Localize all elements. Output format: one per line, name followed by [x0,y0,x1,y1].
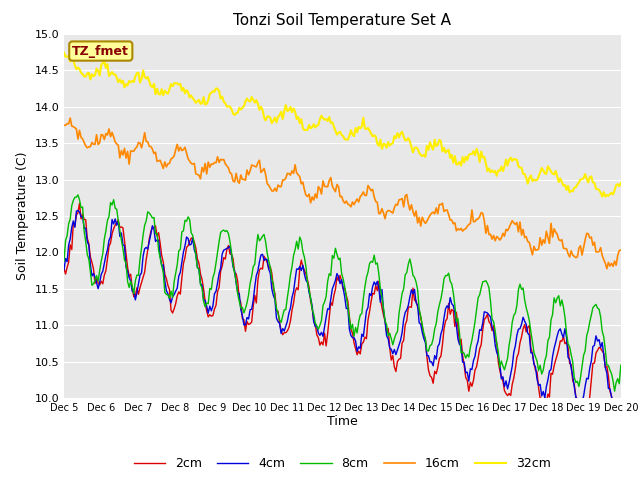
2cm [246,321,254,326]
Legend: 2cm, 4cm, 8cm, 16cm, 32cm: 2cm, 4cm, 8cm, 16cm, 32cm [129,452,556,475]
Line: 16cm: 16cm [64,118,621,269]
4cm [612,409,620,415]
32cm [244,98,252,104]
Title: Tonzi Soil Temperature Set A: Tonzi Soil Temperature Set A [234,13,451,28]
32cm [586,174,594,180]
2cm [617,423,625,429]
Line: 32cm: 32cm [64,53,621,197]
4cm [588,358,595,364]
16cm [603,266,611,272]
Text: TZ_fmet: TZ_fmet [72,45,129,58]
2cm [76,200,83,206]
8cm [255,238,263,244]
8cm [228,250,236,255]
4cm [305,289,313,295]
16cm [228,171,236,177]
2cm [588,377,595,383]
X-axis label: Time: Time [327,415,358,428]
32cm [60,50,68,56]
Line: 8cm: 8cm [64,195,621,391]
32cm [602,194,609,200]
8cm [74,192,82,198]
16cm [617,247,625,253]
Line: 2cm: 2cm [64,203,621,427]
8cm [130,291,138,297]
16cm [305,192,313,197]
8cm [246,280,254,286]
32cm [254,101,262,107]
2cm [305,284,313,290]
2cm [616,424,623,430]
2cm [130,294,138,300]
4cm [255,259,263,265]
8cm [611,388,618,394]
2cm [228,252,236,257]
16cm [246,168,254,174]
4cm [228,252,236,258]
16cm [255,157,263,163]
2cm [255,267,263,273]
8cm [305,287,313,293]
Y-axis label: Soil Temperature (C): Soil Temperature (C) [16,152,29,280]
32cm [303,127,311,133]
Line: 4cm: 4cm [64,210,621,412]
32cm [226,104,234,109]
16cm [67,115,74,121]
32cm [617,180,625,186]
16cm [588,234,595,240]
4cm [60,267,68,273]
4cm [617,402,625,408]
8cm [60,258,68,264]
8cm [617,362,625,368]
4cm [130,289,138,295]
16cm [60,122,68,128]
4cm [246,307,254,312]
8cm [588,312,595,318]
16cm [130,148,138,154]
2cm [60,265,68,271]
32cm [129,78,136,84]
4cm [74,207,82,213]
